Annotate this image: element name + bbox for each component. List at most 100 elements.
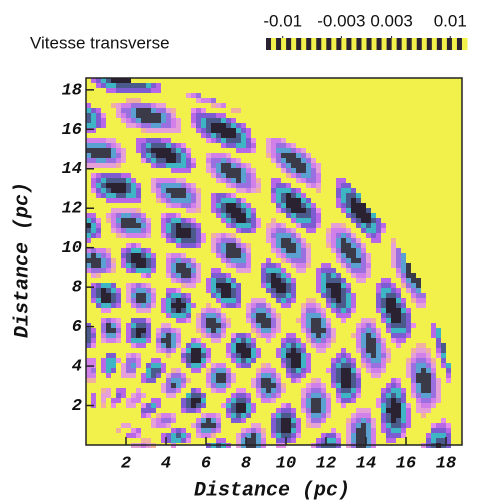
field-cell (181, 283, 186, 288)
field-cell (176, 128, 181, 133)
field-cell (286, 423, 291, 428)
field-cell (321, 403, 326, 408)
field-cell (151, 123, 156, 128)
field-cell (271, 318, 276, 323)
field-cell (96, 188, 101, 193)
field-cell (381, 308, 386, 313)
field-cell (91, 253, 96, 258)
field-cell (231, 378, 236, 383)
field-cell (326, 298, 331, 303)
field-cell (191, 303, 196, 308)
field-cell (376, 223, 381, 228)
field-cell (316, 378, 321, 383)
field-cell (151, 398, 156, 403)
field-cell (96, 283, 101, 288)
field-cell (321, 393, 326, 398)
colorbar-tick-label: 0.01 (434, 11, 467, 30)
field-cell (311, 323, 316, 328)
field-cell (241, 243, 246, 248)
field-cell (146, 368, 151, 373)
field-cell (411, 383, 416, 388)
field-cell (241, 263, 246, 268)
field-cell (161, 413, 166, 418)
field-cell (351, 383, 356, 388)
field-cell (296, 348, 301, 353)
field-cell (351, 333, 356, 338)
field-cell (371, 363, 376, 368)
field-cell (111, 183, 116, 188)
field-cell (266, 268, 271, 273)
field-cell (176, 278, 181, 283)
field-cell (371, 353, 376, 358)
field-cell (281, 273, 286, 278)
field-cell (276, 228, 281, 233)
field-cell (151, 108, 156, 113)
field-cell (361, 203, 366, 208)
field-cell (126, 118, 131, 123)
field-cell (206, 413, 211, 418)
field-cell (321, 318, 326, 323)
colorbar-swatch (271, 38, 277, 50)
field-cell (321, 263, 326, 268)
field-cell (186, 298, 191, 303)
field-cell (351, 293, 356, 298)
field-cell (101, 333, 106, 338)
field-cell (221, 243, 226, 248)
y-axis-label: Distance (pc) (11, 182, 34, 338)
field-cell (151, 298, 156, 303)
field-cell (421, 343, 426, 348)
field-cell (286, 238, 291, 243)
field-cell (391, 318, 396, 323)
colorbar-swatch (281, 38, 287, 50)
field-cell (216, 293, 221, 298)
field-cell (316, 283, 321, 288)
field-cell (86, 233, 91, 238)
field-cell (386, 308, 391, 313)
field-cell (181, 358, 186, 363)
field-cell (156, 88, 161, 93)
field-cell (276, 433, 281, 438)
field-cell (276, 243, 281, 248)
field-cell (281, 163, 286, 168)
field-cell (136, 123, 141, 128)
field-cell (181, 163, 186, 168)
field-cell (281, 433, 286, 438)
field-cell (296, 198, 301, 203)
field-cell (141, 103, 146, 108)
field-cell (291, 218, 296, 223)
field-cell (151, 153, 156, 158)
field-cell (201, 353, 206, 358)
field-cell (161, 418, 166, 423)
field-cell (116, 193, 121, 198)
field-cell (331, 298, 336, 303)
field-cell (306, 223, 311, 228)
field-cell (226, 138, 231, 143)
field-cell (146, 138, 151, 143)
field-cell (111, 78, 116, 83)
field-cell (126, 228, 131, 233)
field-cell (86, 368, 91, 373)
field-cell (126, 328, 131, 333)
field-cell (226, 128, 231, 133)
field-cell (106, 338, 111, 343)
colorbar-swatch (341, 38, 347, 50)
field-cell (446, 363, 451, 368)
field-cell (366, 343, 371, 348)
field-cell (111, 338, 116, 343)
field-cell (191, 398, 196, 403)
field-cell (371, 423, 376, 428)
field-cell (141, 113, 146, 118)
field-cell (246, 393, 251, 398)
field-cell (276, 268, 281, 273)
field-cell (356, 208, 361, 213)
field-cell (216, 168, 221, 173)
field-cell (116, 158, 121, 163)
field-cell (161, 138, 166, 143)
field-cell (196, 93, 201, 98)
field-cell (121, 228, 126, 233)
field-cell (326, 243, 331, 248)
field-cell (106, 283, 111, 288)
field-cell (206, 163, 211, 168)
field-cell (146, 233, 151, 238)
field-cell (271, 268, 276, 273)
